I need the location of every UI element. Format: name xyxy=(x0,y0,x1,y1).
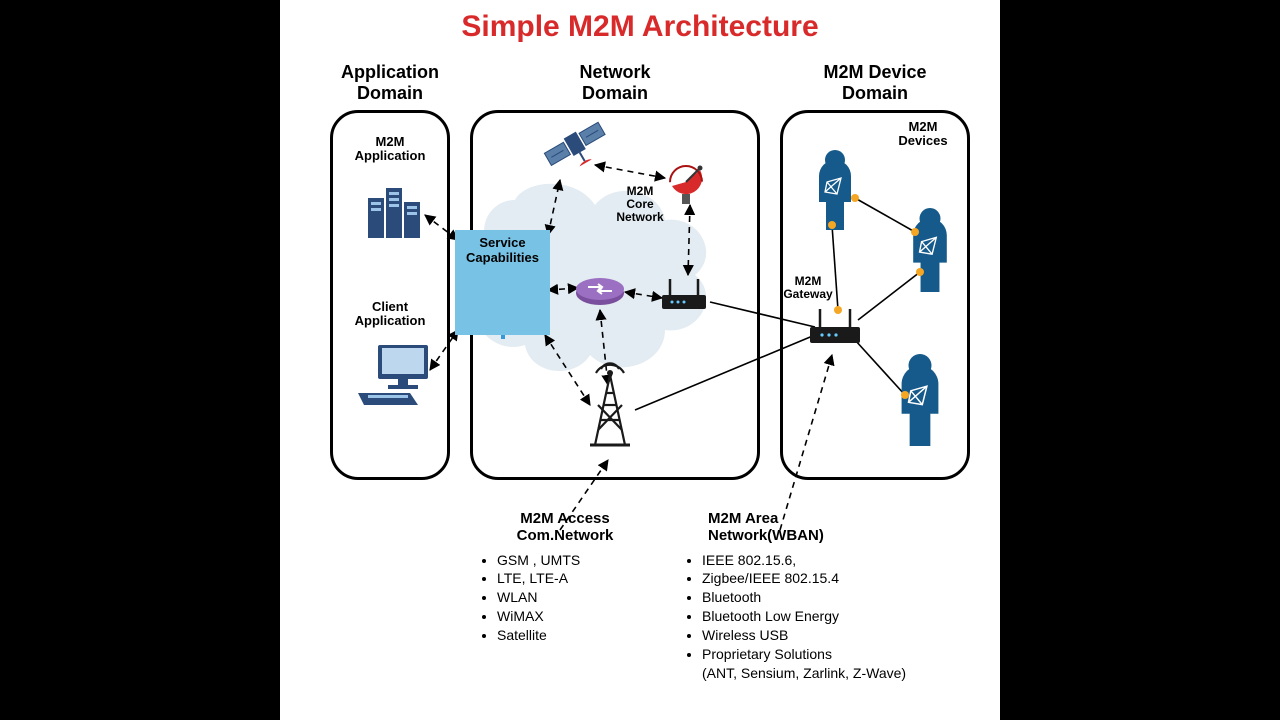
domain-label-net: NetworkDomain xyxy=(535,62,695,103)
diagram-title: Simple M2M Architecture xyxy=(280,10,1000,44)
list-item: Wireless USB xyxy=(702,626,970,645)
devices-label: M2MDevices xyxy=(888,120,958,149)
access-list-title: M2M AccessCom.Network xyxy=(475,510,655,545)
domain-box-app xyxy=(330,110,450,480)
gateway-label: M2MGateway xyxy=(778,275,838,301)
area-network-list: M2M AreaNetwork(WBAN) IEEE 802.15.6,Zigb… xyxy=(680,510,970,683)
core-network-label: M2MCoreNetwork xyxy=(610,185,670,225)
list-item: WiMAX xyxy=(497,607,655,626)
list-item: Bluetooth Low Energy xyxy=(702,607,970,626)
list-item: Satellite xyxy=(497,626,655,645)
access-network-list: M2M AccessCom.Network GSM , UMTSLTE, LTE… xyxy=(475,510,655,645)
domain-label-device: M2M DeviceDomain xyxy=(780,62,970,103)
list-item: IEEE 802.15.6, xyxy=(702,551,970,570)
list-item: WLAN xyxy=(497,588,655,607)
service-capabilities-box: ServiceCapabilities xyxy=(455,230,550,335)
domain-label-app: ApplicationDomain xyxy=(320,62,460,103)
list-item: Bluetooth xyxy=(702,588,970,607)
diagram-canvas: Simple M2M Architecture ApplicationDomai… xyxy=(280,0,1000,720)
list-item: Zigbee/IEEE 802.15.4 xyxy=(702,569,970,588)
list-item: GSM , UMTS xyxy=(497,551,655,570)
m2m-app-label: M2MApplication xyxy=(350,135,430,164)
list-item: LTE, LTE-A xyxy=(497,569,655,588)
area-list-title: M2M AreaNetwork(WBAN) xyxy=(680,510,970,545)
client-app-label: ClientApplication xyxy=(350,300,430,329)
service-capabilities-label: ServiceCapabilities xyxy=(455,230,550,266)
list-item: Proprietary Solutions(ANT, Sensium, Zarl… xyxy=(702,645,970,683)
